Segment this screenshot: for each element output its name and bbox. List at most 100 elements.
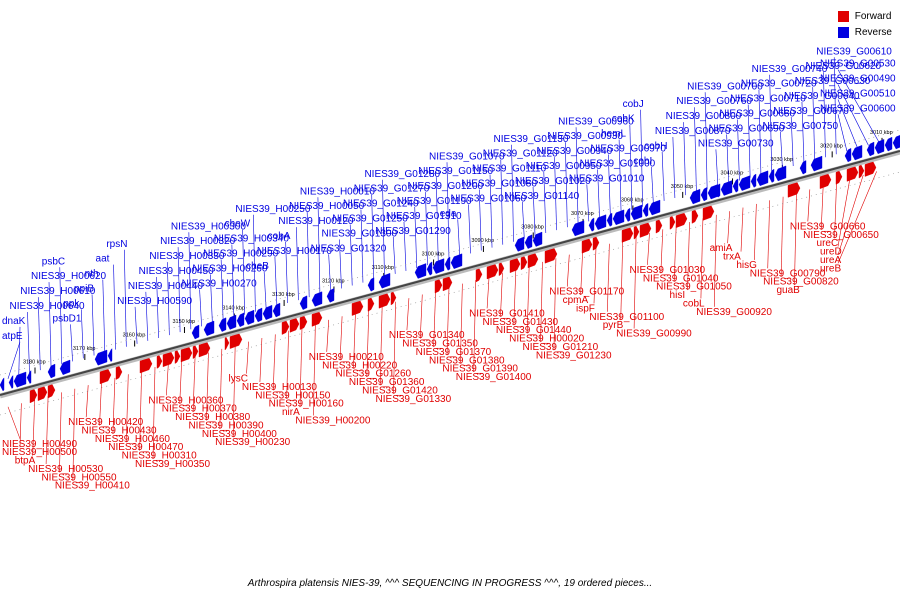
reverse-gene-arrow <box>226 314 237 330</box>
reverse-gene-arrow <box>720 180 733 196</box>
forward-gene-label: NIES39_H00210 <box>309 352 384 363</box>
forward-gene-label: NIES39_H00150 <box>255 390 330 401</box>
leader-line <box>286 330 289 399</box>
leader-line <box>219 348 223 429</box>
leader-line <box>306 212 310 298</box>
forward-gene-arrow <box>520 255 528 271</box>
leader-line <box>37 297 41 371</box>
forward-gene-label: NIES39_H00500 <box>2 447 77 458</box>
reverse-gene-arrow <box>218 317 227 332</box>
leader-line <box>139 370 142 451</box>
reverse-gene-arrow <box>594 214 607 230</box>
forward-gene-arrow <box>289 317 300 333</box>
forward-gene-label: NIES39_H00350 <box>135 459 210 470</box>
forward-gene-label: cpmA <box>563 295 589 306</box>
reverse-gene-label: NIES39_G00630 <box>795 76 871 87</box>
reverse-gene-arrow <box>47 363 56 379</box>
leader-line <box>486 276 490 309</box>
leader-line <box>272 334 276 391</box>
forward-gene-arrow <box>675 212 688 229</box>
reverse-gene-label: NIES39_H00330 <box>149 251 224 262</box>
reverse-gene-label: NIES39_G00760 <box>676 96 752 107</box>
reverse-gene-label: NIES39_H00120 <box>278 216 353 227</box>
leader-line <box>177 247 181 333</box>
leader-line <box>313 323 316 416</box>
leader-line <box>837 174 864 256</box>
leader-line <box>167 262 170 336</box>
forward-gene-label: NIES39_G01390 <box>442 364 518 375</box>
forward-gene-label: guaB <box>776 285 800 296</box>
reverse-gene-arrow <box>624 207 631 222</box>
leader-line <box>231 244 235 318</box>
leader-line <box>326 319 330 352</box>
leader-line <box>566 254 570 287</box>
leader-line <box>48 282 52 368</box>
leader-line <box>575 127 579 225</box>
leader-line <box>232 345 236 438</box>
leader-line <box>259 337 263 383</box>
forward-gene-arrow <box>581 238 593 254</box>
forward-gene-arrow <box>498 262 505 277</box>
leader-line <box>393 301 396 394</box>
reverse-gene-arrow <box>892 135 900 150</box>
forward-gene-label: NIES39_G01370 <box>416 347 492 358</box>
leader-line <box>767 200 771 269</box>
leader-line <box>433 290 436 347</box>
forward-gene-arrow <box>442 276 453 292</box>
reverse-gene-arrow <box>571 220 585 237</box>
leader-line <box>113 264 116 350</box>
reverse-gene-arrow <box>426 261 433 276</box>
reverse-gene-arrow <box>94 349 108 366</box>
reverse-gene-arrow <box>799 160 807 175</box>
leader-line <box>660 229 664 274</box>
reverse-gene-label: NIES39_G01290 <box>375 226 451 237</box>
leader-line <box>833 57 837 155</box>
leader-line <box>608 154 611 216</box>
forward-gene-label: NIES39_H00420 <box>68 417 143 428</box>
forward-gene-arrow <box>99 368 112 385</box>
reverse-gene-label: cobI <box>633 156 652 167</box>
leader-line <box>586 184 590 222</box>
reverse-gene-label: NIES39_G00720 <box>741 79 817 90</box>
leader-line <box>188 232 192 330</box>
legend-reverse-label: Reverse <box>854 26 892 38</box>
reverse-gene-label: NIES39_G01110 <box>472 164 547 175</box>
forward-gene-arrow <box>115 365 123 380</box>
reverse-gene-label: nth <box>85 269 99 280</box>
forward-swatch <box>837 10 849 22</box>
reverse-gene-label: NIES39_G00750 <box>762 121 838 132</box>
forward-gene-label: ureC <box>817 238 839 249</box>
leader-line <box>620 240 624 321</box>
leader-line <box>754 203 757 260</box>
forward-gene-label: ureD <box>820 247 842 258</box>
forward-gene-label: NIES39_H00410 <box>55 481 130 492</box>
leader-line <box>220 259 224 321</box>
leader-line <box>553 258 557 351</box>
reverse-gene-label: NIES39_G01280 <box>364 169 440 180</box>
reverse-gene-label: NIES39_G00940 <box>537 146 613 157</box>
leader-line <box>473 280 477 373</box>
leader-line <box>740 207 744 252</box>
forward-gene-label: NIES39_G00990 <box>616 329 692 340</box>
reverse-gene-label: NIES39_G01130 <box>494 134 569 145</box>
forward-gene-label: NIES39_G01260 <box>335 369 411 380</box>
leader-line <box>747 104 751 178</box>
reverse-gene-arrow <box>107 348 113 363</box>
forward-gene-label: pyrB <box>603 320 624 331</box>
leader-line <box>18 326 21 376</box>
forward-gene-label: NIES39_H00400 <box>202 429 277 440</box>
forward-gene-arrow <box>655 219 663 234</box>
reverse-gene-label: NIES39_G00690 <box>709 123 785 134</box>
forward-gene-label: NIES39_H00370 <box>162 404 237 415</box>
forward-gene-label: btpA <box>15 456 36 467</box>
reverse-gene-arrow <box>738 175 751 191</box>
reverse-gene-arrow <box>874 139 885 155</box>
leader-line <box>274 256 278 306</box>
forward-gene-label: NIES39_G01400 <box>456 372 532 383</box>
leader-line <box>27 311 30 374</box>
reverse-gene-arrow <box>432 258 445 274</box>
reverse-gene-label: NIES39_G00530 <box>820 59 896 70</box>
reverse-gene-arrow <box>514 236 525 252</box>
axis-tick-label: 3010 kbp <box>870 130 893 136</box>
axis-tick-label: 3120 kbp <box>322 278 345 284</box>
